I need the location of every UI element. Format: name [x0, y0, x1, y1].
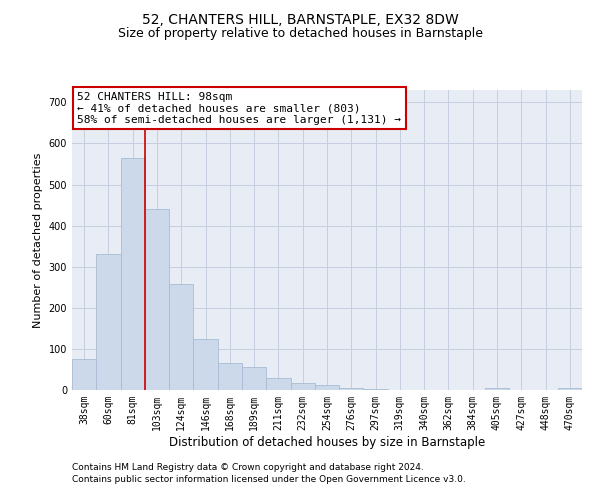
Bar	[339, 388, 364, 390]
Bar	[121, 158, 145, 390]
Bar	[315, 385, 339, 390]
Bar	[485, 388, 509, 390]
Bar	[290, 382, 315, 390]
Text: Contains public sector information licensed under the Open Government Licence v3: Contains public sector information licen…	[72, 475, 466, 484]
Text: 52, CHANTERS HILL, BARNSTAPLE, EX32 8DW: 52, CHANTERS HILL, BARNSTAPLE, EX32 8DW	[142, 12, 458, 26]
Bar	[72, 359, 96, 390]
Bar	[96, 254, 121, 390]
Bar	[218, 364, 242, 390]
Text: 52 CHANTERS HILL: 98sqm
← 41% of detached houses are smaller (803)
58% of semi-d: 52 CHANTERS HILL: 98sqm ← 41% of detache…	[77, 92, 401, 124]
Bar	[193, 338, 218, 390]
Bar	[558, 388, 582, 390]
Text: Size of property relative to detached houses in Barnstaple: Size of property relative to detached ho…	[118, 28, 482, 40]
Bar	[266, 378, 290, 390]
Bar	[364, 389, 388, 390]
Text: Contains HM Land Registry data © Crown copyright and database right 2024.: Contains HM Land Registry data © Crown c…	[72, 464, 424, 472]
X-axis label: Distribution of detached houses by size in Barnstaple: Distribution of detached houses by size …	[169, 436, 485, 448]
Bar	[169, 284, 193, 390]
Y-axis label: Number of detached properties: Number of detached properties	[33, 152, 43, 328]
Bar	[145, 209, 169, 390]
Bar	[242, 368, 266, 390]
